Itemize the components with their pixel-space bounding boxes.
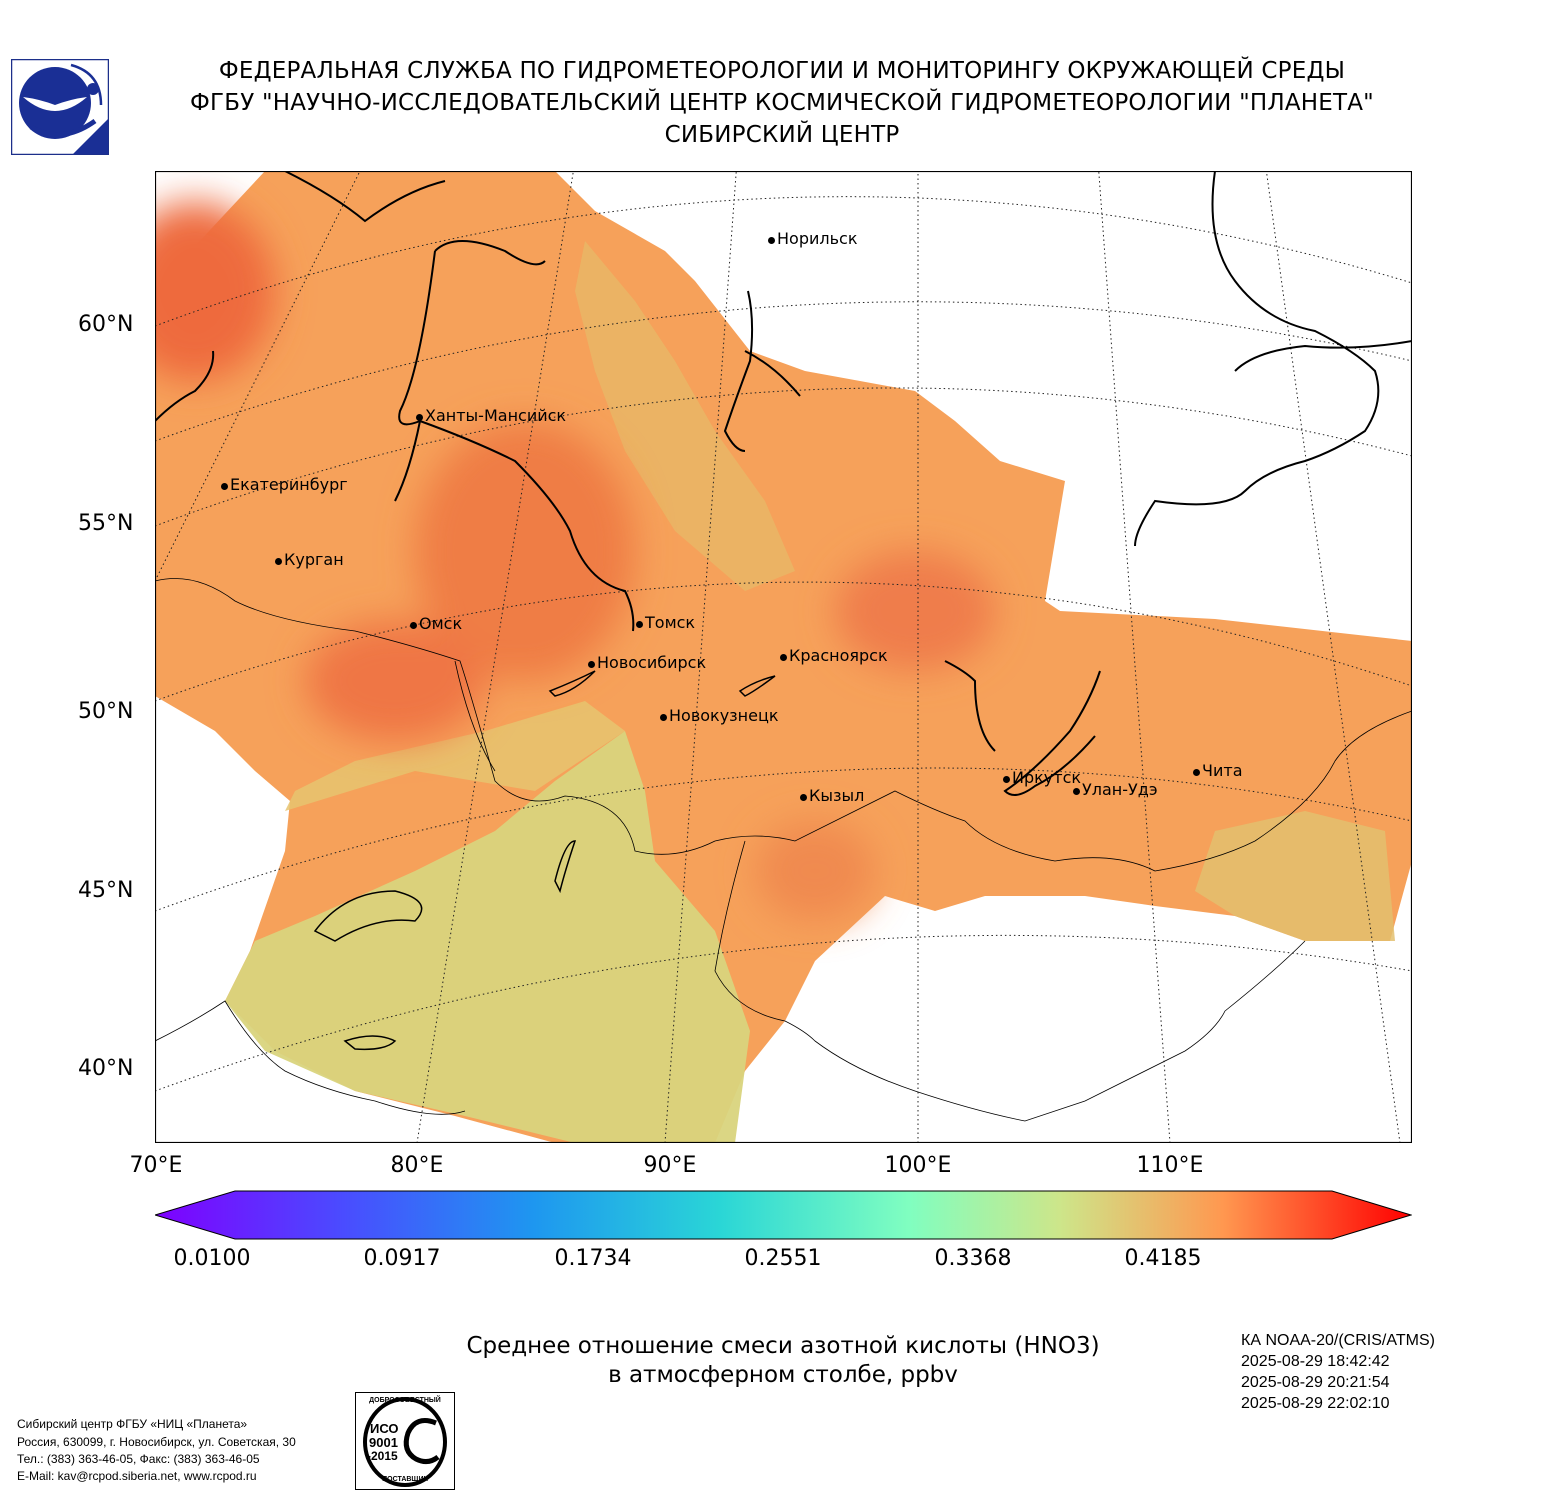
- city-marker: [800, 794, 807, 801]
- graticule-meridians: [155, 171, 1401, 1143]
- data-swath-south: [225, 731, 750, 1143]
- city-label: Омск: [419, 614, 463, 633]
- iso-stamp-ring: [363, 1397, 447, 1487]
- city-marker: [1003, 776, 1010, 783]
- footer-phone: Тел.: (383) 363-46-05, Факс: (383) 363-4…: [17, 1452, 260, 1466]
- city-tomsk: Томск: [636, 613, 695, 632]
- lakes: [313, 670, 776, 1051]
- caption-line-2: в атмосферном столбе, ppbv: [608, 1362, 958, 1388]
- city-marker: [221, 483, 228, 490]
- colorbar-tick-4: 0.3368: [934, 1246, 1012, 1271]
- colorbar-tick-1: 0.0917: [363, 1246, 441, 1271]
- header-line-1: ФЕДЕРАЛЬНАЯ СЛУЖБА ПО ГИДРОМЕТЕОРОЛОГИИ …: [218, 58, 1346, 84]
- city-label: Томск: [645, 613, 696, 632]
- colorbar-tick-0: 0.0100: [173, 1246, 251, 1271]
- city-ekaterinburg: Екатеринбург: [221, 475, 348, 494]
- city-norilsk: Норильск: [768, 229, 858, 248]
- city-label: Новокузнецк: [669, 706, 779, 725]
- colorbar-tick-3: 0.2551: [744, 1246, 822, 1271]
- satellite-name: КА NOAA-20/(CRIS/ATMS): [1241, 1332, 1435, 1349]
- map-panel: Норильск Ханты-Мансийск Екатеринбург Кур…: [154, 170, 1413, 1144]
- lon-label-70: 70°E: [129, 1153, 183, 1178]
- city-novokuznetsk: Новокузнецк: [660, 706, 779, 725]
- header-line-2: ФГБУ "НАУЧНО-ИССЛЕДОВАТЕЛЬСКИЙ ЦЕНТР КОС…: [190, 90, 1374, 116]
- city-khanty-mansiysk: Ханты-Мансийск: [416, 406, 566, 425]
- city-label: Новосибирск: [597, 653, 707, 672]
- lat-label-45: 45°N: [78, 878, 134, 903]
- iso-stamp-l2: 9001: [369, 1435, 398, 1450]
- city-marker: [636, 621, 643, 628]
- city-label: Курган: [284, 550, 344, 569]
- city-marker: [416, 414, 423, 421]
- lon-label-90: 90°E: [643, 1153, 697, 1178]
- city-kyzyl: Кызыл: [800, 786, 864, 805]
- city-marker: [660, 714, 667, 721]
- footer-org: Сибирский центр ФГБУ «НИЦ «Планета»: [17, 1417, 248, 1431]
- city-kurgan: Курган: [275, 550, 344, 569]
- city-label: Кызыл: [809, 786, 865, 805]
- lon-label-100: 100°E: [884, 1153, 952, 1178]
- iso-stamp-l1: ИСО: [370, 1421, 399, 1436]
- colorbar: [153, 1190, 1413, 1240]
- lon-label-110: 110°E: [1136, 1153, 1204, 1178]
- city-krasnoyarsk: Красноярск: [780, 646, 888, 665]
- lat-label-50: 50°N: [78, 699, 134, 724]
- city-label: Чита: [1202, 761, 1243, 780]
- satellite-time-3: 2025-08-29 22:02:10: [1241, 1395, 1390, 1412]
- city-chita: Чита: [1193, 761, 1243, 780]
- colorbar-tick-2: 0.1734: [554, 1246, 632, 1271]
- city-ulan-ude: Улан-Удэ: [1073, 780, 1158, 799]
- city-label: Красноярск: [789, 646, 888, 665]
- iso-stamp-bottom: ПОСТАВЩИК: [382, 1476, 428, 1483]
- header-line-3: СИБИРСКИЙ ЦЕНТР: [664, 122, 900, 148]
- caption-line-1: Среднее отношение смеси азотной кислоты …: [466, 1333, 1100, 1359]
- iso-stamp-l3: -2015: [367, 1449, 398, 1463]
- city-label: Улан-Удэ: [1082, 780, 1158, 799]
- city-novosibirsk: Новосибирск: [588, 653, 706, 672]
- city-label: Екатеринбург: [230, 475, 348, 494]
- city-marker: [768, 237, 775, 244]
- planeta-logo: [10, 58, 110, 156]
- lat-label-55: 55°N: [78, 511, 134, 536]
- footer-email: E-Mail: kav@rcpod.siberia.net, www.rcpod…: [17, 1469, 257, 1483]
- city-irkutsk: Иркутск: [1003, 768, 1081, 787]
- city-marker: [780, 654, 787, 661]
- city-marker: [1193, 769, 1200, 776]
- lon-label-80: 80°E: [390, 1153, 444, 1178]
- lat-label-60: 60°N: [78, 312, 134, 337]
- lat-label-40: 40°N: [78, 1056, 134, 1081]
- city-marker: [1073, 788, 1080, 795]
- city-label: Ханты-Мансийск: [425, 406, 567, 425]
- footer-address: Россия, 630099, г. Новосибирск, ул. Сове…: [17, 1435, 296, 1449]
- city-marker: [588, 661, 595, 668]
- satellite-time-1: 2025-08-29 18:42:42: [1241, 1353, 1390, 1370]
- satellite-time-2: 2025-08-29 20:21:54: [1241, 1374, 1390, 1391]
- city-marker: [410, 622, 417, 629]
- city-label: Иркутск: [1012, 768, 1082, 787]
- graticule-parallels: [155, 196, 1412, 1092]
- city-label: Норильск: [777, 229, 858, 248]
- colorbar-svg: [153, 1190, 1413, 1240]
- borders: [155, 578, 1412, 1122]
- city-omsk: Омск: [410, 614, 462, 633]
- city-marker: [275, 558, 282, 565]
- iso-stamp: ДОБРОСОВЕСТНЫЙ ИСО 9001 -2015 ПОСТАВЩИК: [355, 1392, 455, 1490]
- rivers: [155, 171, 1412, 796]
- iso-stamp-top: ДОБРОСОВЕСТНЫЙ: [369, 1397, 441, 1404]
- colorbar-tick-5: 0.4185: [1124, 1246, 1202, 1271]
